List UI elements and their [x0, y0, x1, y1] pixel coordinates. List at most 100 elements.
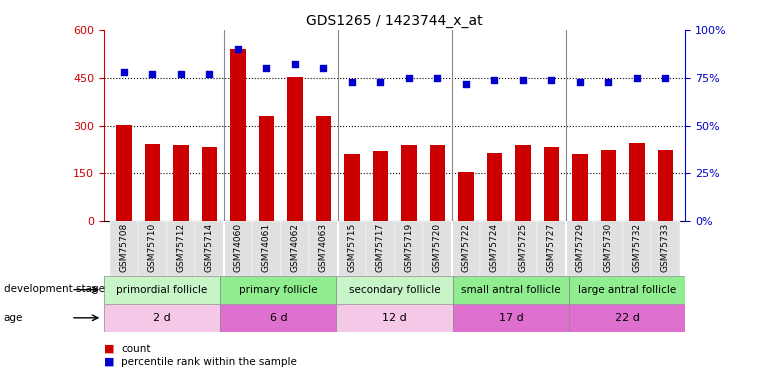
Text: primary follicle: primary follicle	[239, 285, 317, 295]
Text: 6 d: 6 d	[270, 313, 287, 323]
Point	[317, 65, 330, 71]
Text: GSM75725: GSM75725	[518, 223, 527, 272]
Text: ■: ■	[104, 344, 115, 354]
FancyBboxPatch shape	[566, 221, 594, 276]
FancyBboxPatch shape	[453, 304, 569, 332]
Text: GSM75717: GSM75717	[376, 223, 385, 272]
FancyBboxPatch shape	[424, 221, 452, 276]
FancyBboxPatch shape	[453, 276, 569, 304]
Bar	[430, 146, 445, 221]
Point	[517, 77, 529, 83]
Text: GSM74062: GSM74062	[290, 223, 300, 272]
FancyBboxPatch shape	[366, 221, 394, 276]
Text: count: count	[121, 344, 150, 354]
Bar	[316, 116, 331, 221]
Text: 2 d: 2 d	[153, 313, 171, 323]
Text: ■: ■	[104, 357, 115, 367]
Point	[118, 69, 130, 75]
Text: GSM74060: GSM74060	[233, 223, 243, 272]
Bar	[259, 116, 274, 221]
Bar	[202, 147, 217, 221]
FancyBboxPatch shape	[569, 276, 685, 304]
Text: GSM75714: GSM75714	[205, 223, 214, 272]
Bar	[629, 143, 644, 221]
Bar	[116, 124, 132, 221]
FancyBboxPatch shape	[138, 221, 166, 276]
Point	[431, 75, 444, 81]
Bar	[344, 154, 360, 221]
Text: GSM75708: GSM75708	[119, 223, 129, 272]
FancyBboxPatch shape	[480, 221, 509, 276]
FancyBboxPatch shape	[223, 221, 252, 276]
Bar	[173, 145, 189, 221]
Point	[403, 75, 415, 81]
Bar	[544, 147, 559, 221]
Text: 17 d: 17 d	[498, 313, 524, 323]
FancyBboxPatch shape	[537, 221, 566, 276]
Text: GSM75724: GSM75724	[490, 223, 499, 272]
Text: GSM75710: GSM75710	[148, 223, 157, 272]
FancyBboxPatch shape	[220, 276, 336, 304]
Text: GSM74063: GSM74063	[319, 223, 328, 272]
Point	[146, 71, 159, 77]
FancyBboxPatch shape	[220, 304, 336, 332]
Bar	[230, 49, 246, 221]
Bar	[401, 145, 417, 221]
Point	[460, 81, 472, 87]
Bar	[373, 151, 388, 221]
FancyBboxPatch shape	[280, 221, 309, 276]
FancyBboxPatch shape	[104, 276, 220, 304]
FancyBboxPatch shape	[452, 221, 480, 276]
Point	[346, 79, 358, 85]
FancyBboxPatch shape	[336, 304, 453, 332]
Point	[260, 65, 273, 71]
Text: age: age	[4, 313, 23, 322]
FancyBboxPatch shape	[195, 221, 223, 276]
Point	[574, 79, 586, 85]
Point	[374, 79, 387, 85]
Text: GSM75730: GSM75730	[604, 223, 613, 272]
Text: primordial follicle: primordial follicle	[116, 285, 208, 295]
Bar	[515, 146, 531, 221]
Text: GSM75719: GSM75719	[404, 223, 413, 272]
FancyBboxPatch shape	[394, 221, 424, 276]
Title: GDS1265 / 1423744_x_at: GDS1265 / 1423744_x_at	[306, 13, 483, 28]
Text: percentile rank within the sample: percentile rank within the sample	[121, 357, 296, 367]
Text: 22 d: 22 d	[614, 313, 640, 323]
Point	[203, 71, 216, 77]
Text: GSM75722: GSM75722	[461, 223, 470, 272]
Text: GSM75729: GSM75729	[575, 223, 584, 272]
FancyBboxPatch shape	[594, 221, 623, 276]
Point	[175, 71, 187, 77]
FancyBboxPatch shape	[651, 221, 680, 276]
Bar	[145, 144, 160, 221]
Text: GSM75715: GSM75715	[347, 223, 357, 272]
FancyBboxPatch shape	[104, 304, 220, 332]
Point	[488, 77, 500, 83]
FancyBboxPatch shape	[252, 221, 280, 276]
FancyBboxPatch shape	[623, 221, 651, 276]
FancyBboxPatch shape	[166, 221, 195, 276]
FancyBboxPatch shape	[109, 221, 138, 276]
Text: GSM75712: GSM75712	[176, 223, 186, 272]
Point	[289, 62, 301, 68]
Text: GSM75727: GSM75727	[547, 223, 556, 272]
Text: GSM75720: GSM75720	[433, 223, 442, 272]
Point	[545, 77, 557, 83]
Text: small antral follicle: small antral follicle	[461, 285, 561, 295]
Text: development stage: development stage	[4, 285, 105, 294]
Text: GSM75733: GSM75733	[661, 223, 670, 272]
Text: secondary follicle: secondary follicle	[349, 285, 440, 295]
FancyBboxPatch shape	[569, 304, 685, 332]
Bar	[287, 77, 303, 221]
Bar	[658, 150, 673, 221]
FancyBboxPatch shape	[336, 276, 453, 304]
Bar	[458, 172, 474, 221]
Text: GSM74061: GSM74061	[262, 223, 271, 272]
FancyBboxPatch shape	[309, 221, 337, 276]
Text: 12 d: 12 d	[382, 313, 407, 323]
FancyBboxPatch shape	[337, 221, 366, 276]
Bar	[601, 150, 616, 221]
Point	[232, 46, 244, 52]
Text: large antral follicle: large antral follicle	[578, 285, 676, 295]
